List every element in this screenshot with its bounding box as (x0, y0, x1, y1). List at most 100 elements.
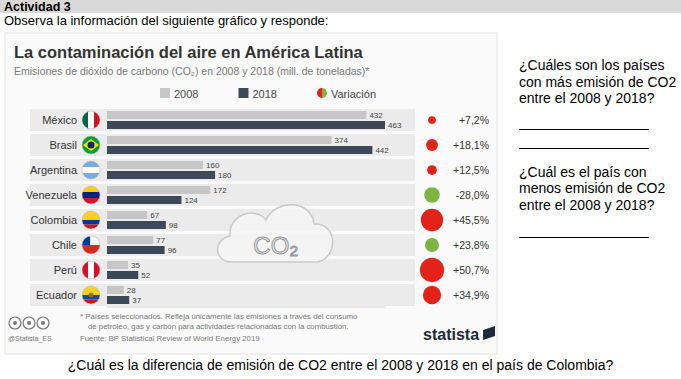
flag-border (82, 236, 100, 254)
variation-label: -28,0% (456, 189, 489, 201)
row-band (30, 209, 415, 231)
variation-dot (425, 238, 439, 252)
data-label: 67 (150, 211, 159, 220)
category-label: Perú (54, 264, 77, 276)
flag (82, 261, 101, 279)
bar (107, 246, 165, 254)
bar (107, 171, 215, 179)
flag-part (82, 261, 89, 279)
flag (82, 111, 101, 129)
bar (107, 111, 366, 119)
data-label: 77 (156, 236, 165, 245)
category-label: Chile (52, 239, 77, 251)
bar (107, 261, 128, 269)
data-label: 442 (375, 146, 389, 155)
answer-line (519, 129, 649, 130)
bars (107, 111, 385, 304)
brand-icon (483, 326, 495, 340)
variation-dot (421, 209, 443, 231)
bar (107, 196, 181, 204)
flag (82, 186, 100, 205)
variation-label: +12,5% (453, 164, 489, 176)
flag-border (82, 261, 100, 279)
data-label: 432 (369, 111, 383, 120)
data-label: 98 (169, 221, 178, 230)
brand-logo: statista (423, 326, 479, 343)
license-icon (13, 321, 17, 325)
flag-part (82, 236, 100, 245)
variation-label: +45,5% (453, 214, 489, 226)
flag (82, 136, 100, 154)
chart-title: La contaminación del aire en América Lat… (14, 43, 364, 61)
legend-swatch (160, 88, 170, 98)
data-label: 35 (131, 261, 140, 270)
variation-label: +18,1% (453, 139, 489, 151)
variation-label: +34,9% (453, 289, 489, 301)
category-label: Ecuador (36, 289, 77, 301)
flag-part (88, 142, 95, 149)
flag-part (82, 245, 100, 254)
flag-part (82, 111, 89, 129)
flag-border (82, 136, 100, 154)
footnote: * Países seleccionados. Refleja únicamen… (80, 312, 358, 331)
data-label: 180 (218, 171, 232, 180)
footnote-line: * Países seleccionados. Refleja únicamen… (80, 312, 358, 321)
activity-title: Actividad 3 (4, 0, 71, 14)
category-label: Brasil (49, 139, 77, 151)
variation-dot (428, 116, 436, 124)
data-label: 124 (184, 196, 198, 205)
variation-dot (427, 165, 437, 175)
bar (107, 221, 166, 229)
license-icon (41, 321, 45, 325)
data-label: 96 (168, 246, 177, 255)
answer-line (519, 148, 649, 149)
license-icons (9, 317, 49, 329)
cloud: CO₂ (217, 205, 332, 262)
legend-label: 2018 (252, 88, 276, 100)
variation-label: +50,7% (453, 264, 489, 276)
category-label: Venezuela (26, 189, 78, 201)
data-label: 374 (335, 136, 349, 145)
question: ¿Cuál es el país con menos emisión de CO… (519, 164, 677, 214)
bar (107, 161, 203, 169)
data-label: 52 (141, 271, 150, 280)
question: ¿Cuál es la diferencia de emisión de CO2… (0, 357, 681, 374)
data-label: 463 (388, 121, 402, 130)
row-band (30, 184, 415, 206)
flag-part (89, 293, 94, 298)
credit: @Statista_ES (8, 335, 52, 343)
footnote-line: de petróleo, gas y carbón para actividad… (88, 322, 349, 331)
category-label: México (42, 114, 77, 126)
chart-subtitle: Emisiones de dióxido de carbono (CO₂) en… (14, 65, 369, 77)
category-label: Argentina (30, 164, 78, 176)
question: ¿Cuáles son los países con más emisión d… (519, 57, 677, 107)
variation-dot (420, 258, 444, 282)
flag (82, 286, 100, 304)
flag (82, 236, 100, 254)
row-band (30, 159, 415, 181)
row-bands (30, 109, 415, 306)
legend-swatch (317, 88, 322, 98)
variation-label: +23,8% (453, 239, 489, 251)
license-icon (27, 321, 31, 325)
legend: 20082018Variación (160, 88, 376, 100)
flag-part (88, 261, 95, 279)
bar (107, 271, 138, 279)
row-band (30, 284, 415, 306)
flag (82, 211, 100, 229)
legend-swatch (238, 88, 248, 98)
labels: México432463+7,2%Brasil374442+18,1%Argen… (26, 111, 489, 305)
data-label: 172 (213, 186, 227, 195)
flag-border (82, 286, 100, 304)
license-icon (37, 317, 49, 329)
license-icon (23, 317, 35, 329)
bar (107, 236, 153, 244)
cloud-shape (217, 205, 332, 262)
row-band (30, 259, 415, 281)
variation-dot (426, 139, 438, 151)
instruction: Observa la información del siguiente grá… (4, 13, 328, 28)
flags (82, 111, 101, 304)
row-band (30, 134, 415, 156)
source: Fuente: BP Statistical Review of World E… (80, 334, 260, 343)
cloud-label: CO₂ (253, 232, 298, 259)
